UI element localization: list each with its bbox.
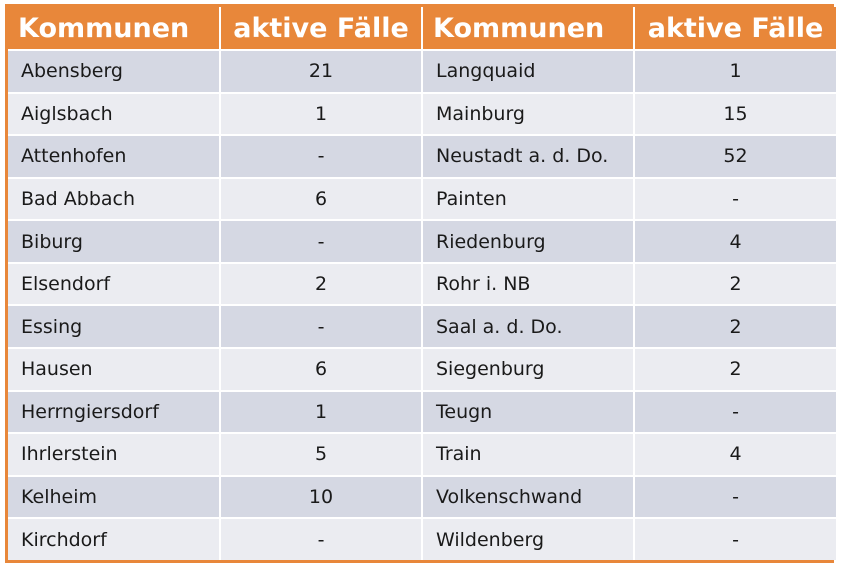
table-row: Abensberg 21 Langquaid 1 [8, 49, 836, 93]
table-row: Essing - Saal a. d. Do. 2 [8, 304, 836, 349]
right-cases-cell: 1 [634, 49, 836, 93]
left-municipality-cell: Aiglsbach [8, 91, 221, 136]
table-header-row: Kommunen aktive Fälle Kommunen aktive Fä… [8, 7, 836, 50]
left-municipality-cell: Hausen [8, 347, 221, 391]
header-cases-right: aktive Fälle [634, 7, 836, 50]
left-cases-cell: 1 [220, 389, 423, 434]
table-body: Abensberg 21 Langquaid 1 Aiglsbach 1 Mainburg 1… [8, 49, 836, 560]
left-cases-cell: - [220, 517, 423, 560]
table-row: Attenhofen - Neustadt a. d. Do. 52 [8, 134, 836, 178]
left-cases-cell: 6 [220, 176, 423, 221]
left-municipality-cell: Abensberg [8, 49, 221, 93]
right-municipality-cell: Wildenberg [422, 517, 635, 560]
right-cases-cell: 4 [634, 219, 836, 263]
left-cases-cell: 6 [220, 347, 423, 391]
right-municipality-cell: Siegenburg [422, 347, 635, 391]
header-cases-left: aktive Fälle [220, 7, 423, 50]
table-row: Hausen 6 Siegenburg 2 [8, 347, 836, 391]
left-cases-cell: 2 [220, 261, 423, 306]
right-cases-cell: - [634, 474, 836, 519]
right-municipality-cell: Riedenburg [422, 219, 635, 263]
right-municipality-cell: Painten [422, 176, 635, 221]
table-row: Aiglsbach 1 Mainburg 15 [8, 91, 836, 136]
left-municipality-cell: Biburg [8, 219, 221, 263]
right-cases-cell: 15 [634, 91, 836, 136]
right-municipality-cell: Volkenschwand [422, 474, 635, 519]
header-kommunen-left: Kommunen [8, 7, 221, 50]
table-row: Elsendorf 2 Rohr i. NB 2 [8, 261, 836, 306]
table-row: Kirchdorf - Wildenberg - [8, 517, 836, 560]
left-cases-cell: - [220, 304, 423, 349]
table-row: Bad Abbach 6 Painten - [8, 176, 836, 221]
left-municipality-cell: Kelheim [8, 474, 221, 519]
left-municipality-cell: Kirchdorf [8, 517, 221, 560]
right-municipality-cell: Saal a. d. Do. [422, 304, 635, 349]
right-cases-cell: - [634, 176, 836, 221]
right-cases-cell: - [634, 389, 836, 434]
table-row: Ihrlerstein 5 Train 4 [8, 432, 836, 476]
left-cases-cell: - [220, 134, 423, 178]
right-municipality-cell: Train [422, 432, 635, 476]
right-cases-cell: 2 [634, 347, 836, 391]
table-row: Herrngiersdorf 1 Teugn - [8, 389, 836, 434]
left-municipality-cell: Ihrlerstein [8, 432, 221, 476]
right-municipality-cell: Mainburg [422, 91, 635, 136]
left-cases-cell: 5 [220, 432, 423, 476]
left-cases-cell: 10 [220, 474, 423, 519]
right-cases-cell: 2 [634, 304, 836, 349]
table-row: Kelheim 10 Volkenschwand - [8, 474, 836, 519]
right-cases-cell: 4 [634, 432, 836, 476]
right-municipality-cell: Teugn [422, 389, 635, 434]
right-municipality-cell: Rohr i. NB [422, 261, 635, 306]
left-cases-cell: - [220, 219, 423, 263]
right-cases-cell: - [634, 517, 836, 560]
right-cases-cell: 52 [634, 134, 836, 178]
left-cases-cell: 21 [220, 49, 423, 93]
right-cases-cell: 2 [634, 261, 836, 306]
right-municipality-cell: Neustadt a. d. Do. [422, 134, 635, 178]
table-row: Biburg - Riedenburg 4 [8, 219, 836, 263]
active-cases-table: Kommunen aktive Fälle Kommunen aktive Fä… [8, 7, 836, 560]
left-municipality-cell: Attenhofen [8, 134, 221, 178]
right-municipality-cell: Langquaid [422, 49, 635, 93]
left-municipality-cell: Herrngiersdorf [8, 389, 221, 434]
left-cases-cell: 1 [220, 91, 423, 136]
cases-table-frame: Kommunen aktive Fälle Kommunen aktive Fä… [5, 4, 836, 563]
left-municipality-cell: Bad Abbach [8, 176, 221, 221]
left-municipality-cell: Elsendorf [8, 261, 221, 306]
header-kommunen-right: Kommunen [422, 7, 635, 50]
left-municipality-cell: Essing [8, 304, 221, 349]
